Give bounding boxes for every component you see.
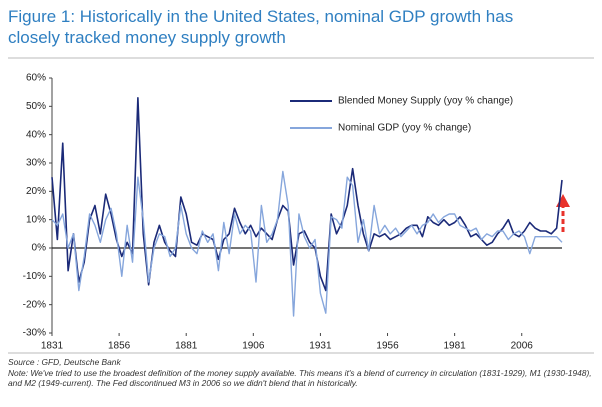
y-tick-label: 30% bbox=[26, 158, 46, 169]
x-tick-label: 1831 bbox=[41, 341, 64, 352]
x-tick-label: 1856 bbox=[108, 341, 131, 352]
x-tick-label: 1931 bbox=[309, 341, 332, 352]
y-tick-label: -10% bbox=[23, 271, 46, 282]
series-line bbox=[51, 170, 563, 317]
y-tick-label: -20% bbox=[23, 299, 46, 310]
x-tick-label: 1881 bbox=[175, 341, 198, 352]
y-tick-label: 40% bbox=[26, 129, 46, 140]
source-note: Source : GFD, Deutsche Bank Note: We've … bbox=[8, 357, 598, 389]
x-tick-label: 1906 bbox=[242, 341, 265, 352]
y-tick-label: 60% bbox=[26, 73, 46, 84]
chart-title: Figure 1: Historically in the United Sta… bbox=[8, 7, 514, 47]
y-tick-label: 10% bbox=[26, 214, 46, 225]
x-tick-label: 2006 bbox=[511, 341, 534, 352]
y-tick-label: -30% bbox=[23, 328, 46, 339]
y-tick-label: 20% bbox=[26, 186, 46, 197]
x-tick-label: 1956 bbox=[376, 341, 399, 352]
note: Note: We've tried to use the broadest de… bbox=[8, 367, 592, 389]
legend-label: Blended Money Supply (yoy % change) bbox=[338, 96, 513, 107]
x-tick-label: 1981 bbox=[444, 341, 467, 352]
y-tick-label: 0% bbox=[32, 243, 47, 254]
legend-label: Nominal GDP (yoy % change) bbox=[338, 123, 471, 134]
source: Source : GFD, Deutsche Bank bbox=[8, 357, 121, 367]
series-line bbox=[51, 97, 563, 292]
y-tick-label: 50% bbox=[26, 101, 46, 112]
